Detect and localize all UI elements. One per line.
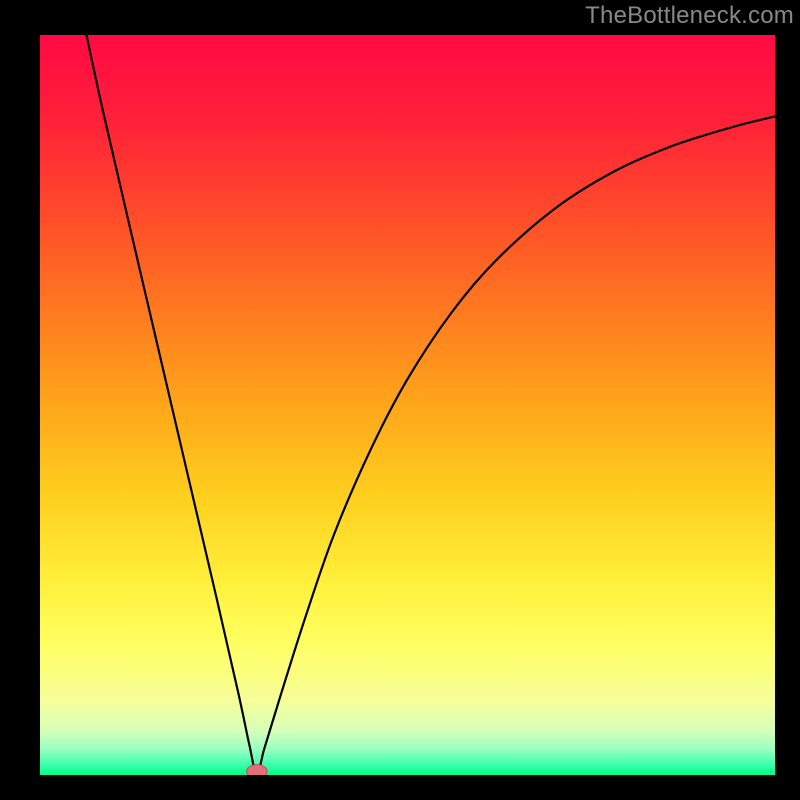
- plot-area: [40, 35, 775, 775]
- watermark-text: TheBottleneck.com: [585, 2, 794, 30]
- plot-svg: [40, 35, 775, 775]
- plot-background: [40, 35, 775, 775]
- optimal-point-marker: [247, 765, 268, 775]
- chart-frame: TheBottleneck.com: [0, 0, 800, 800]
